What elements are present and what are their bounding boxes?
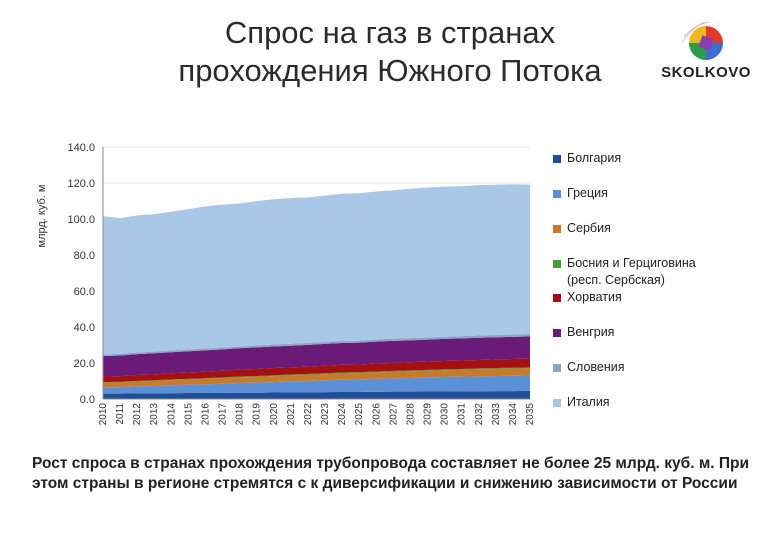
x-tick-label: 2029 [423,403,434,426]
area-series-7 [103,184,530,355]
x-tick-label: 2021 [286,403,297,426]
x-tick-label: 2012 [132,403,143,426]
x-tick-label: 2035 [525,403,536,426]
x-tick-label: 2023 [320,403,331,426]
legend-swatch [553,155,561,163]
x-tick-label: 2030 [440,403,451,426]
legend-item: Босния и Герциговина (респ. Сербская) [553,255,702,289]
area-series-1 [103,375,530,394]
x-tick-label: 2027 [388,403,399,426]
y-tick-label: 0.0 [80,394,95,406]
legend-label: Босния и Герциговина (респ. Сербская) [567,256,696,287]
legend-label: Греция [567,186,608,200]
x-tick-label: 2018 [235,403,246,426]
x-tick-label: 2015 [183,403,194,426]
x-tick-label: 2016 [200,403,211,426]
legend-label: Италия [567,395,610,409]
y-tick-label: 100.0 [67,214,95,226]
y-tick-label: 140.0 [67,142,95,154]
x-tick-label: 2025 [354,403,365,426]
area-series-0 [103,390,530,399]
x-tick-label: 2011 [115,403,126,425]
legend-swatch [553,364,561,372]
legend-label: Словения [567,360,625,374]
y-tick-label: 40.0 [74,322,95,334]
legend-swatch [553,190,561,198]
x-tick-label: 2014 [166,403,177,426]
legend-item: Италия [553,394,610,411]
area-series-4 [103,358,530,383]
legend-label: Болгария [567,151,622,165]
legend-item: Сербия [553,220,611,237]
x-tick-label: 2017 [218,403,229,426]
legend-item: Венгрия [553,324,614,341]
x-tick-label: 2028 [405,403,416,426]
legend-item: Хорватия [553,289,622,306]
area-series-5 [103,336,530,377]
area-series-3 [103,367,530,383]
legend-label: Венгрия [567,325,615,339]
legend-swatch [553,399,561,407]
title-line-1: Спрос на газ в странах [224,15,556,50]
legend-swatch [553,294,561,302]
x-tick-label: 2026 [371,403,382,426]
x-tick-label: 2032 [474,403,485,426]
x-tick-label: 2034 [508,403,519,426]
page-title: Спрос на газ в странах прохождения Южног… [130,14,650,90]
legend-item: Словения [553,359,625,376]
legend-swatch [553,260,561,268]
legend-label: Хорватия [567,290,622,304]
logo-text: SKOLKOVO [661,64,751,81]
legend-item: Болгария [553,150,621,167]
title-line-2: прохождения Южного Потока [178,53,602,88]
y-tick-label: 20.0 [74,358,95,370]
area-series-2 [103,368,530,388]
x-tick-label: 2031 [457,403,468,426]
legend-swatch [553,329,561,337]
legend-label: Сербия [567,221,611,235]
legend-swatch [553,225,561,233]
skolkovo-logo: SKOLKOVO [656,18,756,94]
x-tick-label: 2020 [269,403,280,426]
area-series-6 [103,334,530,356]
x-tick-label: 2024 [337,403,348,426]
x-tick-label: 2019 [252,403,263,426]
x-tick-label: 2022 [303,403,314,426]
y-tick-label: 80.0 [74,250,95,262]
x-tick-label: 2033 [491,403,502,426]
summary-text: Рост спроса в странах прохождения трубоп… [32,455,750,492]
y-tick-label: 120.0 [67,178,95,190]
y-tick-label: 60.0 [74,286,95,298]
legend-item: Греция [553,185,608,202]
x-tick-label: 2010 [98,403,109,426]
colorful-sphere-logo-icon [681,18,723,60]
x-tick-label: 2013 [149,403,160,426]
